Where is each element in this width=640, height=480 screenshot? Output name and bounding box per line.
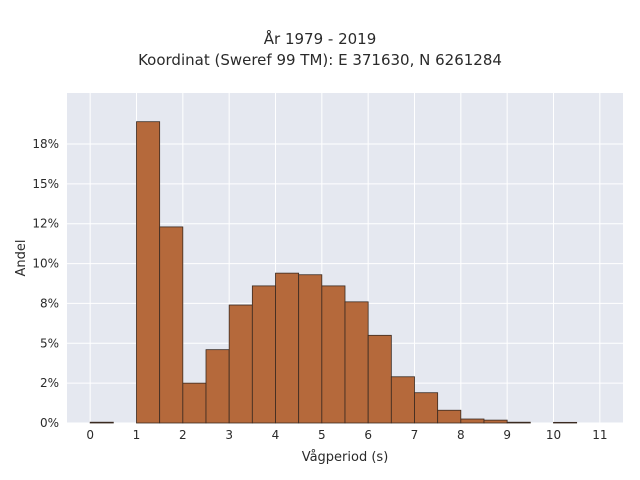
histogram-bar: [136, 121, 161, 424]
x-tick-label: 6: [364, 428, 372, 442]
y-tick-labels: 0% 2% 5% 8% 10% 12% 15% 18%: [32, 137, 59, 430]
x-tick-label: 2: [179, 428, 187, 442]
bars: [89, 121, 578, 424]
x-axis-title: Vågperiod (s): [302, 450, 389, 465]
y-tick-label: 12%: [32, 217, 59, 231]
histogram-bar: [205, 349, 230, 424]
x-tick-label: 4: [272, 428, 280, 442]
y-tick-label: 18%: [32, 137, 59, 151]
histogram-bar: [182, 382, 207, 424]
y-tick-label: 0%: [40, 416, 59, 430]
histogram-bar: [483, 419, 508, 424]
y-tick-label: 5%: [40, 336, 59, 350]
histogram-bar: [506, 421, 531, 424]
x-tick-label: 10: [546, 428, 561, 442]
histogram-bar: [367, 334, 392, 424]
histogram-bar: [460, 418, 485, 424]
histogram-bar: [251, 285, 276, 424]
histogram-bar: [89, 421, 114, 424]
x-tick-labels: 0 1 2 3 4 5 6 7 8 9 10 11: [86, 428, 607, 442]
x-tick-label: 0: [86, 428, 94, 442]
x-tick-label: 1: [133, 428, 141, 442]
histogram-bar: [390, 376, 415, 424]
y-tick-label: 2%: [40, 376, 59, 390]
chart-subtitle: Koordinat (Sweref 99 TM): E 371630, N 62…: [138, 51, 502, 69]
x-tick-label: 3: [225, 428, 233, 442]
histogram-bar: [344, 301, 369, 424]
y-tick-label: 15%: [32, 177, 59, 191]
histogram-bar: [553, 421, 578, 424]
x-tick-label: 7: [411, 428, 419, 442]
histogram-bar: [298, 274, 323, 424]
x-tick-label: 5: [318, 428, 326, 442]
x-tick-label: 9: [503, 428, 511, 442]
x-tick-label: 11: [592, 428, 607, 442]
chart-title: År 1979 - 2019: [263, 30, 377, 48]
x-tick-label: 8: [457, 428, 465, 442]
histogram-bar: [321, 285, 346, 424]
histogram-bar: [228, 304, 253, 424]
histogram-bar: [414, 392, 439, 424]
y-tick-label: 8%: [40, 296, 59, 310]
y-axis-title: Andel: [14, 240, 29, 277]
histogram-bar: [275, 272, 300, 424]
histogram-bar: [159, 226, 184, 424]
y-tick-label: 10%: [32, 257, 59, 271]
histogram-bar: [437, 409, 462, 424]
